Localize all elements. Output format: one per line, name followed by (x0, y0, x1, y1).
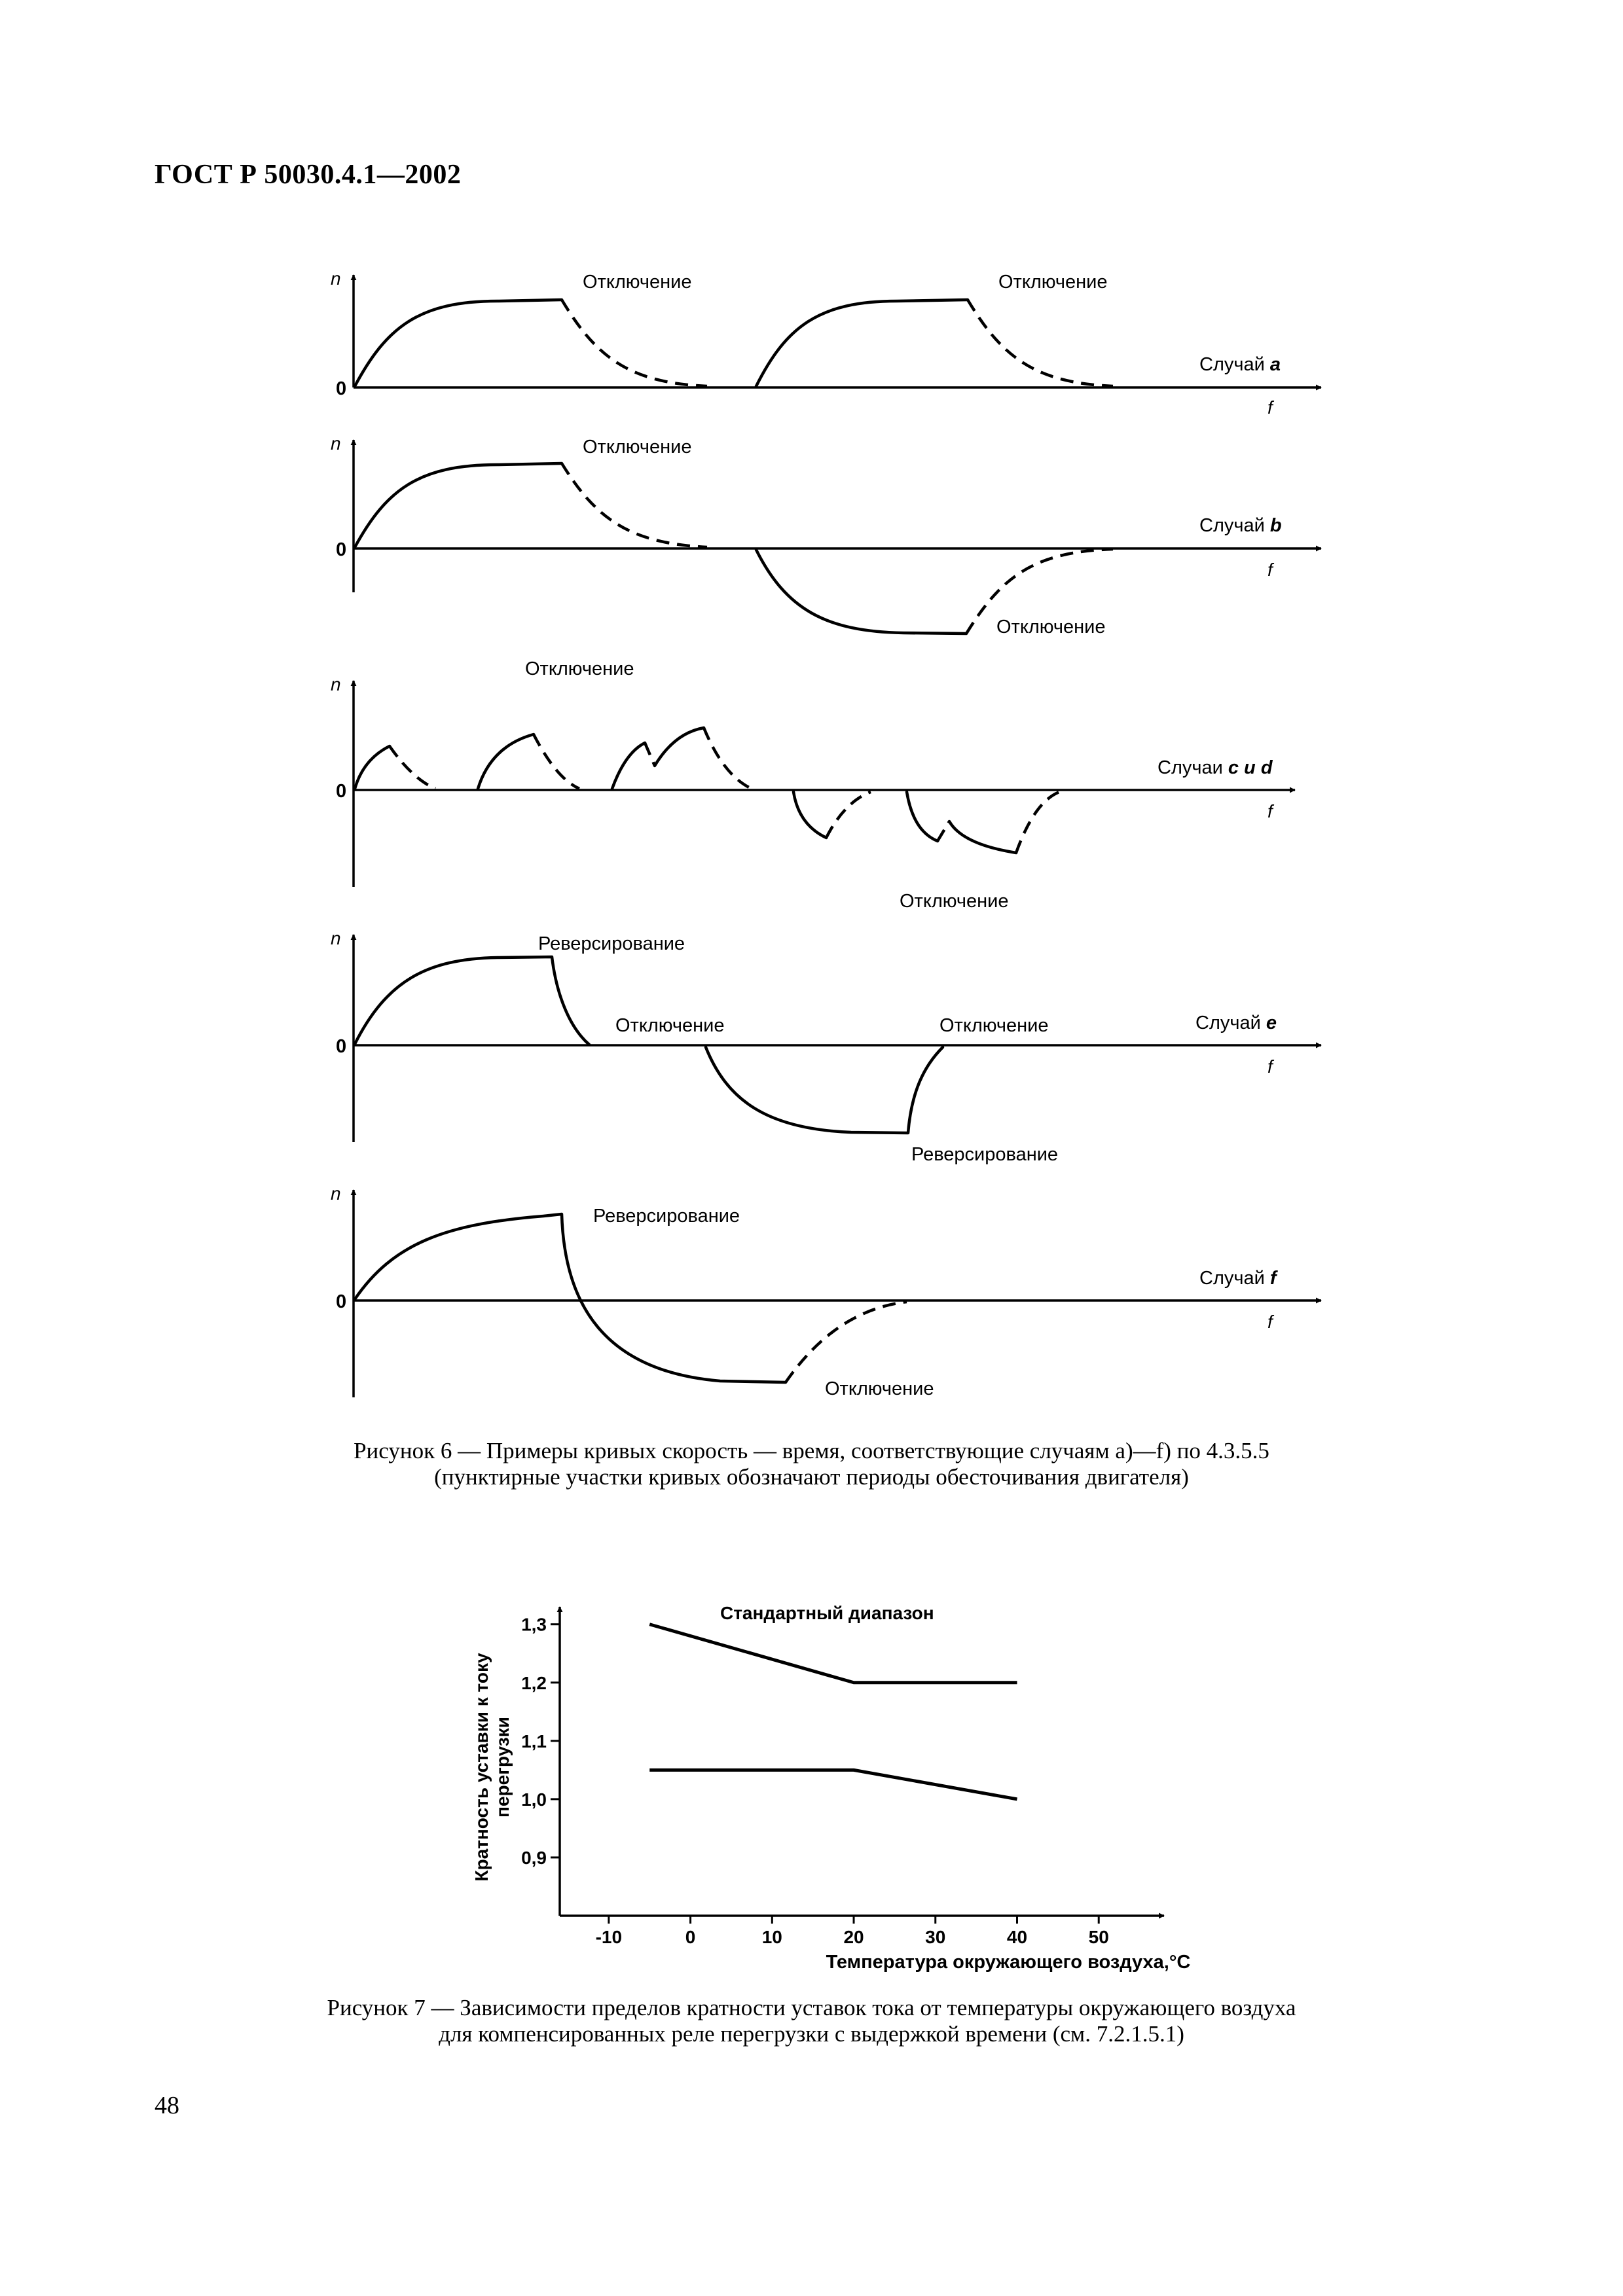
reversing-label: Реверсирование (593, 1206, 740, 1227)
figure-6-caption: Рисунок 6 — Примеры кривых скорость — вр… (0, 1438, 1623, 1490)
series-line-2 (649, 1768, 1017, 1801)
figure-6-speed-time-curves: n 0 f Случай a Отключение Отключение n 0… (331, 268, 1322, 1399)
series-lines (649, 1623, 1017, 1801)
coast-down-curve (560, 462, 708, 549)
y-axis-title-line1: Кратность уставки к току (471, 1653, 492, 1882)
x-tick-label: 30 (925, 1927, 945, 1947)
reverse-acceleration-curve (704, 1045, 945, 1135)
disconnection-label: Отключение (583, 437, 691, 457)
disconnection-label: Отключение (996, 617, 1105, 637)
reverse-pulse-coast-curve (1014, 790, 1060, 853)
x-tick-label: 0 (685, 1927, 696, 1947)
coast-down-curve (966, 298, 1114, 388)
x-axis-label: f (1267, 801, 1275, 821)
reverse-acceleration-curve (754, 548, 968, 636)
panel-case-c-d: n 0 f Случаи c и d Отключение Отключение (331, 658, 1296, 912)
pulse-curve (476, 732, 536, 791)
y-axis-label: n (331, 674, 341, 694)
y-axis-label: n (331, 1183, 341, 1204)
series-line-1 (649, 1623, 1017, 1685)
zero-label: 0 (336, 539, 346, 560)
x-axis-label: f (1267, 1312, 1275, 1332)
case-label: Случай a (1199, 354, 1281, 375)
coast-down-curve (784, 1300, 907, 1384)
acceleration-curve (353, 461, 564, 549)
disconnection-label: Отключение (525, 658, 634, 679)
panel-case-e: n 0 f Случай e Реверсирование Отключение… (331, 928, 1322, 1165)
case-label: Случай b (1199, 515, 1282, 536)
disconnection-label: Отключение (900, 891, 1008, 912)
pulse-coast-curve (643, 742, 657, 766)
caption-line: для компенсированных реле перегрузки с в… (439, 2021, 1184, 2047)
panel-case-a: n 0 f Случай a Отключение Отключение (331, 268, 1322, 418)
document-header: ГОСТ Р 50030.4.1—2002 (155, 160, 462, 190)
caption-line: Рисунок 6 — Примеры кривых скорость — вр… (354, 1438, 1269, 1463)
x-axis-label: f (1267, 397, 1275, 418)
case-label: Случай f (1199, 1268, 1279, 1289)
reverse-pulse-curve (947, 819, 1018, 855)
acceleration-curve (754, 298, 970, 388)
y-tick-label: 1,0 (521, 1789, 547, 1810)
zero-label: 0 (336, 1291, 346, 1312)
y-axis-label: n (331, 433, 341, 454)
disconnection-label: Отключение (583, 272, 691, 293)
acceleration-reversal-curve (353, 955, 591, 1047)
zero-label: 0 (336, 1036, 346, 1057)
y-tick-label: 1,1 (521, 1731, 547, 1751)
acceleration-reversal-curve (353, 1212, 788, 1384)
y-axis-label: n (331, 928, 341, 948)
reverse-pulse-curve (792, 790, 828, 840)
pulse-curve (653, 726, 706, 768)
pulse-curve (353, 744, 392, 791)
zero-label: 0 (336, 781, 346, 802)
pulse-coast-curve (388, 745, 436, 791)
y-tick-label: 1,3 (521, 1615, 547, 1635)
zero-label: 0 (336, 378, 346, 399)
x-tick-label: 10 (762, 1927, 782, 1947)
y-ticks: 0,9 1,0 1,1 1,2 1,3 (521, 1615, 560, 1868)
reverse-pulse-coast-curve (824, 790, 871, 839)
case-label: Случай e (1195, 1013, 1277, 1033)
disconnection-label: Отключение (998, 272, 1107, 293)
x-tick-label: 40 (1007, 1927, 1027, 1947)
disconnection-label: Отключение (939, 1015, 1048, 1036)
disconnection-label: Отключение (615, 1015, 724, 1036)
pulse-coast-curve (702, 727, 752, 791)
reverse-pulse-curve (905, 790, 939, 843)
x-tick-label: -10 (596, 1927, 622, 1947)
x-axis-label: f (1267, 560, 1275, 580)
x-axis-title: Температура окружающего воздуха,°С (826, 1952, 1191, 1973)
reversing-label: Реверсирование (911, 1144, 1058, 1165)
page-number: 48 (155, 2092, 179, 2119)
pulse-curve (610, 741, 647, 791)
chart-title: Стандартный диапазон (720, 1603, 934, 1623)
panel-case-f: n 0 f Случай f Реверсирование Отключение (331, 1183, 1322, 1399)
figure-7-caption: Рисунок 7 — Зависимости пределов кратнос… (0, 1995, 1623, 2047)
y-axis-title-line2: перегрузки (492, 1717, 513, 1818)
y-tick-label: 1,2 (521, 1673, 547, 1693)
y-tick-label: 0,9 (521, 1848, 547, 1868)
reverse-pulse-coast-curve (936, 820, 951, 842)
x-tick-label: 20 (843, 1927, 864, 1947)
caption-line: Рисунок 7 — Зависимости пределов кратнос… (327, 1995, 1296, 2020)
caption-line: (пунктирные участки кривых обозначают пе… (434, 1464, 1189, 1490)
coast-down-curve (965, 547, 1114, 635)
y-axis-label: n (331, 268, 341, 289)
coast-down-curve (560, 298, 708, 388)
disconnection-label: Отключение (825, 1378, 934, 1399)
pulse-coast-curve (532, 733, 580, 791)
x-axis-label: f (1267, 1056, 1275, 1077)
reversing-label: Реверсирование (538, 933, 685, 954)
x-ticks: -10 0 10 20 30 40 50 (596, 1916, 1109, 1947)
panel-case-b: n 0 f Случай b Отключение Отключение (331, 433, 1322, 637)
x-tick-label: 50 (1089, 1927, 1109, 1947)
case-label: Случаи c и d (1158, 757, 1273, 778)
acceleration-curve (353, 298, 564, 388)
